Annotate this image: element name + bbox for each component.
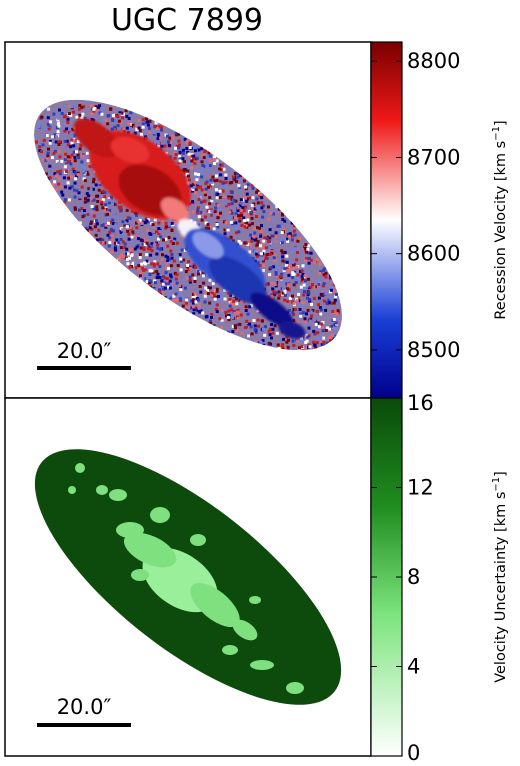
uncertainty-colorbar-label: Velocity Uncertainty [km s−1] bbox=[491, 471, 509, 683]
velocity-colorbar-tick-label: 8500 bbox=[407, 338, 460, 362]
velocity-scalebar-label: 20.0″ bbox=[57, 339, 112, 363]
velocity-colorbar-tick-label: 8800 bbox=[407, 49, 460, 73]
uncertainty-colorbar-tick-label: 16 bbox=[407, 391, 434, 415]
velocity-colorbar: 8800 8700 8600 8500 Recession Velocity [km … bbox=[370, 41, 509, 399]
velocity-colorbar-label: Recession Velocity [km s−1] bbox=[491, 120, 509, 319]
uncertainty-scalebar-label: 20.0″ bbox=[57, 695, 112, 719]
uncertainty-colorbar-tick-label: 0 bbox=[407, 741, 420, 765]
velocity-colorbar-tick-label: 8700 bbox=[407, 145, 460, 169]
uncertainty-panel: 20.0″ bbox=[4, 397, 372, 757]
uncertainty-colorbar-tick-label: 8 bbox=[407, 565, 420, 589]
uncertainty-colorbar-tick-label: 4 bbox=[407, 655, 420, 679]
velocity-map bbox=[34, 99, 342, 353]
figure-title: UGC 7899 bbox=[111, 3, 263, 38]
high-uncertainty-regions bbox=[68, 463, 304, 694]
velocity-colorbar-tick-label: 8600 bbox=[407, 242, 460, 266]
velocity-panel: 20.0″ bbox=[4, 41, 372, 399]
uncertainty-colorbar-tick-label: 12 bbox=[407, 476, 434, 500]
uncertainty-colorbar: 16 12 8 4 0 Velocity Uncertainty [km s−1] bbox=[370, 391, 509, 765]
